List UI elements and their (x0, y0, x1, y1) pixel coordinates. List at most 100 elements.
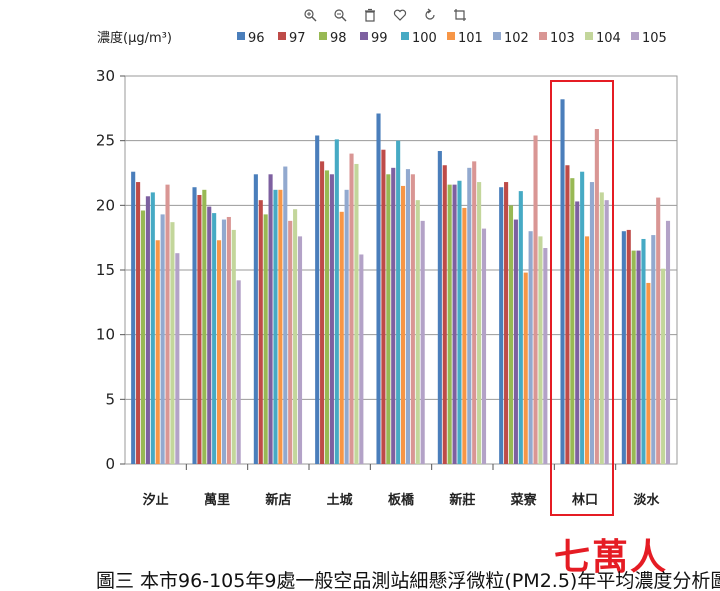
bar-96-1 (192, 187, 197, 464)
bar-104-4 (415, 200, 420, 464)
legend-label-104: 104 (596, 31, 621, 46)
bar-105-8 (665, 220, 671, 464)
bar-99-0 (145, 196, 150, 464)
bar-104-6 (538, 236, 543, 464)
legend-label-101: 101 (458, 31, 483, 46)
bar-103-1 (226, 216, 231, 464)
bar-100-4 (396, 140, 401, 464)
bar-102-4 (405, 169, 411, 464)
bar-101-8 (646, 282, 651, 464)
bar-103-2 (288, 220, 293, 464)
bar-105-1 (236, 280, 241, 464)
zoom-in-icon[interactable] (300, 6, 320, 24)
crop-icon[interactable] (450, 6, 470, 24)
y-tick-label: 0 (105, 455, 115, 473)
bar-100-0 (150, 192, 155, 464)
legend-swatch-99 (360, 32, 368, 40)
bar-103-7 (594, 129, 599, 464)
bar-105-4 (420, 220, 425, 464)
bar-103-0 (165, 184, 170, 464)
rotate-icon[interactable] (420, 6, 440, 24)
x-category-label: 汐止 (143, 492, 169, 508)
bar-96-5 (437, 151, 442, 464)
bar-98-1 (202, 189, 207, 464)
bar-104-3 (354, 163, 359, 465)
y-tick-label: 25 (96, 132, 115, 150)
bar-97-3 (320, 161, 325, 465)
bar-97-6 (504, 182, 509, 464)
bar-104-7 (599, 192, 604, 464)
bar-97-4 (381, 149, 386, 464)
bar-96-6 (499, 187, 504, 464)
legend-swatch-105 (631, 32, 639, 40)
bar-102-3 (344, 189, 349, 464)
bar-100-2 (273, 189, 278, 464)
bar-100-5 (457, 180, 462, 464)
bar-98-4 (386, 174, 391, 464)
bar-96-3 (315, 135, 320, 464)
bar-97-1 (197, 194, 202, 464)
highlight-box-linkou (550, 80, 614, 516)
bar-101-5 (462, 207, 467, 465)
x-category-label: 新莊 (449, 492, 475, 508)
legend-label-98: 98 (330, 31, 347, 46)
bar-104-0 (170, 222, 175, 464)
bar-101-4 (401, 185, 406, 464)
bar-104-5 (477, 182, 482, 464)
bar-96-7 (560, 99, 565, 464)
bar-99-2 (268, 174, 273, 464)
y-axis-label: 濃度(μg/m³) (97, 30, 172, 46)
legend-swatch-96 (237, 32, 245, 40)
legend-swatch-103 (539, 32, 547, 40)
bar-97-7 (565, 165, 570, 465)
image-toolbar (300, 6, 470, 24)
bar-99-4 (391, 167, 396, 464)
x-category-label: 萬里 (204, 492, 230, 508)
bar-100-3 (334, 139, 339, 464)
bar-102-8 (651, 235, 656, 464)
legend-swatch-100 (401, 32, 409, 40)
heart-icon[interactable] (390, 6, 410, 24)
bar-105-6 (543, 248, 548, 464)
bar-101-6 (523, 272, 528, 464)
bar-103-4 (410, 174, 415, 464)
zoom-out-icon[interactable] (330, 6, 350, 24)
bar-104-2 (293, 209, 298, 464)
bar-100-6 (518, 191, 523, 464)
bar-98-7 (570, 178, 575, 464)
bar-97-5 (442, 165, 447, 465)
bar-99-6 (513, 219, 518, 464)
bar-99-3 (329, 174, 334, 464)
trash-icon[interactable] (360, 6, 380, 24)
bar-102-0 (160, 214, 165, 464)
bar-97-2 (258, 200, 263, 464)
y-tick-label: 15 (96, 261, 115, 279)
bar-98-2 (263, 214, 268, 464)
bar-104-1 (231, 229, 236, 464)
bar-105-7 (604, 200, 609, 464)
bar-100-8 (641, 238, 646, 464)
bar-97-8 (626, 229, 631, 464)
y-tick-label: 20 (96, 196, 115, 214)
bar-96-2 (253, 174, 258, 464)
bar-99-1 (207, 206, 212, 465)
bar-105-0 (175, 253, 180, 464)
legend-swatch-98 (319, 32, 327, 40)
bar-103-6 (533, 135, 538, 464)
legend-label-103: 103 (550, 31, 575, 46)
bar-99-5 (452, 184, 457, 464)
bar-101-2 (278, 189, 283, 464)
annotation-label: 七萬人 (554, 537, 669, 578)
bar-98-5 (447, 184, 452, 464)
bar-101-1 (217, 240, 222, 464)
bar-105-2 (297, 236, 303, 464)
bar-101-0 (155, 240, 160, 464)
legend-label-102: 102 (504, 31, 529, 46)
legend-label-105: 105 (642, 31, 667, 46)
x-category-label: 林口 (572, 492, 598, 508)
x-category-label: 板橋 (388, 492, 415, 508)
y-tick-label: 10 (96, 326, 115, 344)
bar-102-2 (283, 166, 288, 465)
legend-label-96: 96 (248, 31, 265, 46)
figure-caption: 圖三 本市96-105年9處一般空品測站細懸浮微粒(PM2.5)年平均濃度分析圖… (96, 570, 720, 591)
